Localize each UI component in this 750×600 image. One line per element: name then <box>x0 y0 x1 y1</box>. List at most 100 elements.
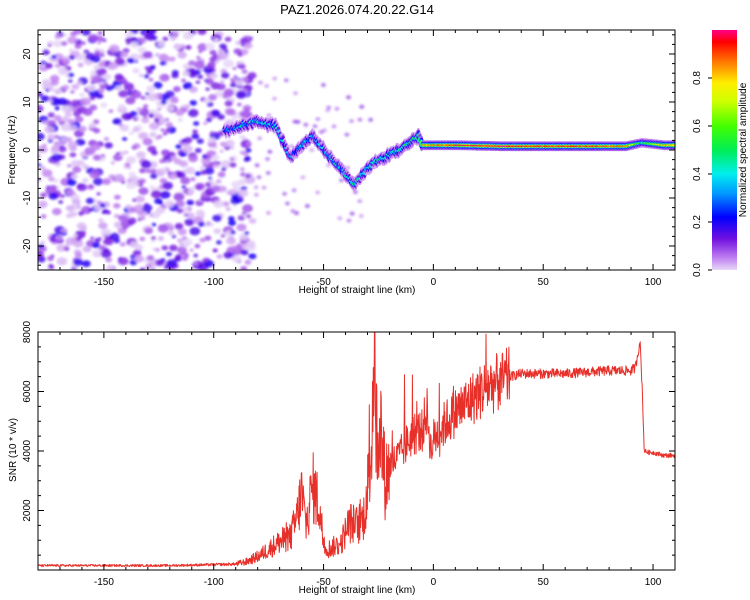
noise-blob <box>67 36 78 44</box>
noise-blob <box>191 133 200 140</box>
noise-blob <box>113 213 120 219</box>
noise-blob <box>208 176 213 180</box>
noise-blob <box>178 51 187 58</box>
noise-blob <box>157 40 166 47</box>
noise-blob <box>216 83 226 91</box>
noise-blob <box>167 230 175 236</box>
noise-blob <box>146 69 153 74</box>
noise-blob <box>290 209 296 214</box>
noise-blob <box>315 117 321 122</box>
noise-blob <box>88 122 97 129</box>
colorbar-label: Normalized spectral amplitude <box>738 82 749 217</box>
noise-blob <box>219 79 225 84</box>
noise-blob <box>331 124 337 129</box>
noise-blob <box>137 37 146 44</box>
noise-blob <box>109 232 120 241</box>
noise-blob <box>223 251 233 259</box>
noise-blob <box>137 46 147 54</box>
noise-blob <box>123 82 135 91</box>
noise-blob <box>78 125 87 133</box>
noise-blob <box>312 124 318 129</box>
noise-blob <box>179 30 185 33</box>
noise-blob <box>205 78 214 85</box>
noise-blob <box>113 80 118 84</box>
noise-blob <box>194 148 202 153</box>
noise-blob <box>87 34 99 43</box>
noise-blob <box>68 124 78 132</box>
noise-blob <box>230 146 235 150</box>
noise-blob <box>239 167 245 172</box>
noise-blob <box>48 192 58 200</box>
noise-blob <box>66 189 75 196</box>
noise-blob <box>181 185 187 189</box>
noise-blob <box>197 74 204 79</box>
noise-blob <box>64 111 73 118</box>
noise-blob <box>151 222 157 227</box>
noise-blob <box>182 145 193 154</box>
noise-blob <box>160 128 165 132</box>
noise-blob <box>121 180 126 184</box>
noise-blob <box>212 214 222 222</box>
noise-blob <box>205 181 213 188</box>
colorbar-tick-label: 0.2 <box>692 215 703 229</box>
noise-blob <box>98 222 108 230</box>
noise-blob <box>50 145 60 153</box>
noise-blob <box>161 149 170 156</box>
noise-blob <box>245 148 252 153</box>
noise-blob <box>151 150 158 156</box>
noise-blob <box>81 230 87 235</box>
noise-blob <box>291 188 297 193</box>
noise-blob <box>171 234 177 239</box>
noise-blob <box>193 121 200 126</box>
noise-blob <box>114 173 124 182</box>
noise-blob <box>60 123 72 132</box>
noise-blob <box>134 255 144 263</box>
noise-blob <box>175 44 182 49</box>
noise-blob <box>98 218 104 223</box>
noise-blob <box>213 228 222 235</box>
noise-blob <box>39 165 46 171</box>
noise-blob <box>159 191 171 199</box>
noise-blob <box>73 258 84 267</box>
noise-blob <box>89 96 96 101</box>
noise-blob <box>238 63 246 70</box>
noise-blob <box>90 70 97 76</box>
noise-blob <box>116 152 121 156</box>
noise-blob <box>239 233 250 241</box>
noise-blob <box>186 212 195 219</box>
noise-blob <box>65 237 76 246</box>
noise-blob <box>157 134 163 139</box>
x-tick-label: 100 <box>645 577 662 588</box>
noise-blob <box>53 87 63 95</box>
noise-blob <box>152 247 157 251</box>
noise-blob <box>258 80 263 85</box>
noise-blob <box>304 204 310 208</box>
noise-blob <box>240 249 249 256</box>
x-tick-label: 50 <box>538 277 550 288</box>
noise-blob <box>217 52 228 60</box>
noise-blob <box>130 90 142 99</box>
noise-blob <box>209 49 217 55</box>
noise-blob <box>142 51 153 59</box>
noise-blob <box>137 218 142 221</box>
noise-blob <box>244 108 250 112</box>
noise-blob <box>63 246 70 251</box>
y-tick-label: 20 <box>22 48 33 60</box>
noise-blob <box>68 210 78 218</box>
noise-blob <box>99 53 105 58</box>
noise-blob <box>128 131 134 136</box>
noise-blob <box>188 154 199 163</box>
noise-blob <box>97 68 107 75</box>
noise-blob <box>231 80 236 84</box>
noise-blob <box>160 100 167 105</box>
noise-blob <box>109 44 120 53</box>
noise-blob <box>68 72 75 78</box>
noise-blob <box>223 59 234 68</box>
noise-blob <box>38 92 43 97</box>
noise-blob <box>216 240 222 245</box>
noise-blob <box>315 190 321 195</box>
noise-blob <box>229 162 237 168</box>
noise-blob <box>256 175 262 180</box>
noise-blob <box>283 78 289 83</box>
